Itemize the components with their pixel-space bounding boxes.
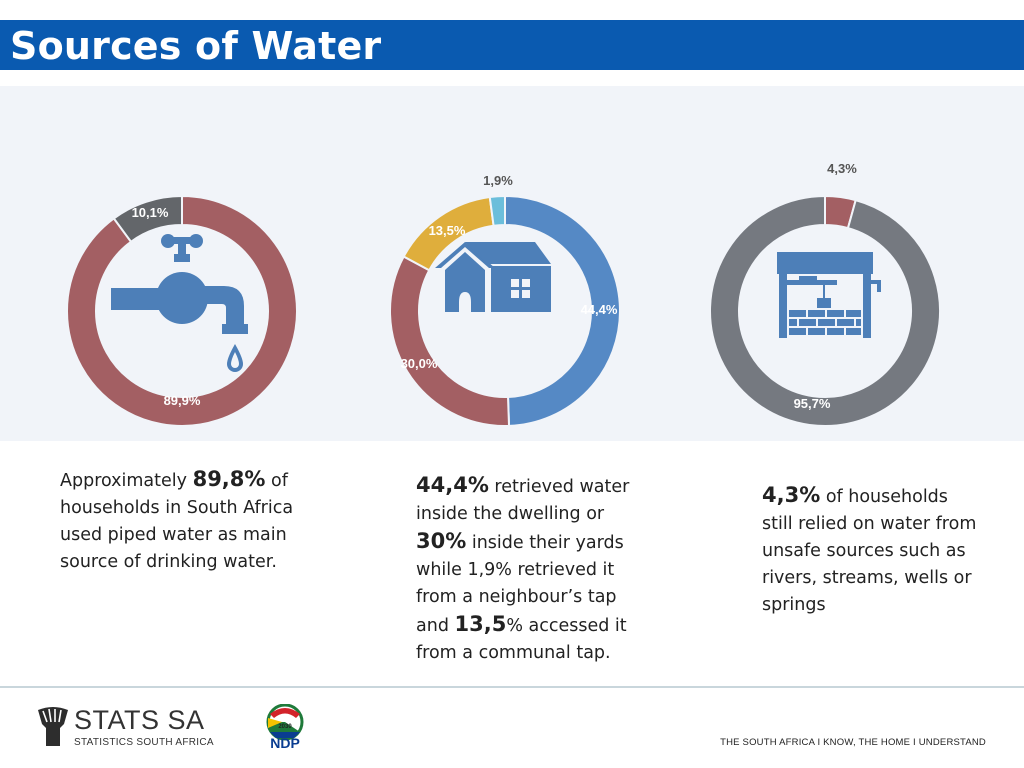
caption-text: inside their yards while 1,9% retrieved … bbox=[416, 533, 624, 636]
donut-chart-water-access: 44,4% 30,0% 13,5% 1,9% bbox=[389, 173, 621, 427]
caption-text: retrieved water inside the dwelling or bbox=[416, 477, 630, 524]
ndp-logo: 2030 NDP bbox=[266, 704, 304, 750]
title-bar: Sources of Water bbox=[0, 20, 1024, 70]
slice-label: 4,3% bbox=[827, 161, 857, 176]
slice-label: 95,7% bbox=[794, 396, 831, 411]
donut-chart-unsafe-sources: 4,3% 95,7% bbox=[709, 161, 941, 427]
donut-slice bbox=[66, 194, 298, 427]
donut-slice bbox=[709, 194, 941, 427]
charts-area: 89,9% 10,1% bbox=[0, 86, 1024, 441]
donut-slice bbox=[488, 194, 506, 227]
well-icon bbox=[777, 252, 881, 338]
page-title: Sources of Water bbox=[10, 24, 382, 68]
caption-text: % accessed it from a communal tap. bbox=[416, 616, 627, 663]
caption-text: Approximately bbox=[60, 471, 193, 491]
donut-chart-piped-water: 89,9% 10,1% bbox=[66, 194, 298, 427]
caption-highlight: 89,8% bbox=[192, 467, 266, 491]
caption-highlight: 13,5 bbox=[454, 612, 507, 636]
caption-text: of households in South Africa used piped… bbox=[60, 471, 294, 572]
donut-slice bbox=[504, 194, 621, 427]
house-icon bbox=[435, 242, 551, 312]
donut-slice bbox=[112, 194, 183, 244]
caption-water-access: 44,4% retrieved water inside the dwellin… bbox=[416, 472, 648, 667]
stats-sa-logo-text: STATS SA bbox=[74, 705, 205, 735]
tap-icon bbox=[111, 234, 248, 372]
footer-slogan: THE SOUTH AFRICA I KNOW, THE HOME I UNDE… bbox=[720, 737, 986, 748]
footer-divider bbox=[0, 686, 1024, 688]
caption-piped-water: Approximately 89,8% of households in Sou… bbox=[60, 466, 320, 576]
slice-label: 1,9% bbox=[483, 173, 513, 188]
caption-highlight: 44,4% bbox=[416, 473, 489, 497]
caption-highlight: 4,3% bbox=[762, 483, 821, 507]
caption-text: of households still relied on water from… bbox=[762, 487, 977, 615]
ndp-text: NDP bbox=[270, 735, 300, 750]
slice-label: 10,1% bbox=[132, 205, 169, 220]
slice-label: 89,9% bbox=[164, 393, 201, 408]
ndp-year: 2030 bbox=[278, 724, 292, 730]
slice-label: 30,0% bbox=[401, 356, 438, 371]
slice-label: 44,4% bbox=[581, 302, 618, 317]
slice-label: 13,5% bbox=[429, 223, 466, 238]
caption-highlight: 30% bbox=[416, 529, 467, 553]
caption-unsafe-sources: 4,3% of households still relied on water… bbox=[762, 482, 977, 619]
stats-sa-logo-icon bbox=[38, 707, 68, 746]
stats-sa-logo-subtext: STATISTICS SOUTH AFRICA bbox=[74, 737, 214, 748]
